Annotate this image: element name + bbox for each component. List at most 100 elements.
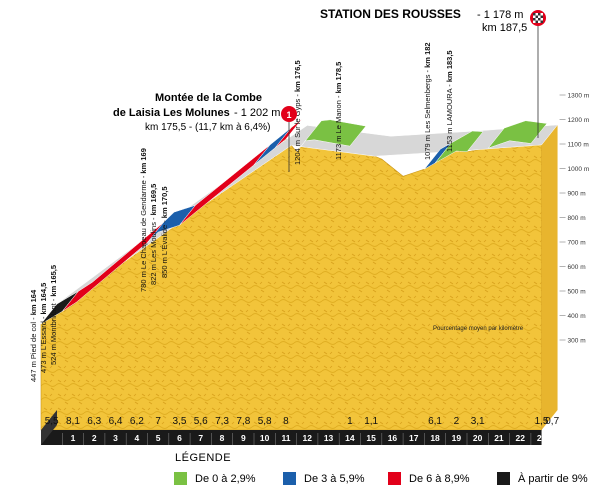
km-label: 9	[241, 433, 246, 443]
checker-square	[535, 20, 538, 23]
gradient-label: 3,1	[471, 416, 485, 427]
km-label: 14	[345, 433, 355, 443]
gradient-label: 6,4	[109, 416, 123, 427]
legend-label-green: De 0 à 2,9%	[195, 472, 256, 485]
checker-square	[540, 18, 543, 21]
place-label: 524 m Montbrillant - km 165,5	[49, 265, 58, 365]
km-label: 4	[134, 433, 139, 443]
place-label-km: km 178,5	[334, 62, 343, 94]
mountain-face	[40, 138, 542, 431]
legend-label-blue: De 3 à 5,9%	[304, 472, 365, 485]
place-label: 1204 m Sur le Gyps - km 176,5	[293, 60, 302, 165]
checker-square	[540, 13, 543, 16]
gradient-label: 5,8	[258, 416, 272, 427]
gradient-segment	[434, 130, 484, 164]
gradient-segment	[487, 120, 548, 149]
chart-labels: 300 m 400 m 500 m 600 m 700 m 800 m 900 m 1000 …	[29, 42, 589, 427]
place-label: 850 m L'Évalide - km 170,5	[160, 187, 169, 279]
legend-item-9-plus: À partir de 9%	[497, 472, 588, 485]
km-label: 23	[537, 433, 547, 443]
legend-label-red: De 6 à 8,9%	[409, 472, 470, 485]
gradient-label: 1,1	[364, 416, 378, 427]
checker-square	[533, 20, 536, 23]
y-tick-label: 1200 m	[568, 117, 590, 124]
y-tick-label: 1000 m	[568, 166, 590, 173]
checker-square	[538, 20, 541, 23]
gradient-label: 5,6	[194, 416, 208, 427]
km-label: 13	[324, 433, 334, 443]
y-tick-label: 1300 m	[568, 93, 590, 100]
legend-swatch-red	[388, 472, 401, 485]
checker-square	[535, 18, 538, 21]
place-label-km: km 165,5	[49, 265, 58, 297]
km-label: 19	[452, 433, 462, 443]
legend: LÉGENDE De 0 à 2,9% De 3 à 5,9% De 6 à 8…	[0, 448, 600, 503]
climb-title-line2: de Laisia Les Molunes	[113, 107, 230, 119]
checker-square	[535, 15, 538, 18]
y-tick-label: 700 m	[568, 240, 586, 247]
gradient-label: 1	[347, 416, 353, 427]
gradient-label: 1,5	[535, 416, 549, 427]
climb-details: km 175,5 - (11,7 km à 6,4%)	[145, 122, 270, 133]
checker-square	[538, 13, 541, 16]
km-label: 20	[473, 433, 483, 443]
slope-note: Pourcentage moyen par kilomètre	[433, 326, 524, 332]
legend-label-black: À partir de 9%	[518, 472, 588, 485]
km-label: 17	[409, 433, 419, 443]
gradient-label: 8,1	[66, 416, 80, 427]
place-label: 1079 m Les Selmenbergs - km 182	[423, 42, 432, 160]
km-label: 1	[71, 433, 76, 443]
km-label: 3	[113, 433, 118, 443]
place-label-km: km 164	[29, 289, 38, 315]
legend-item-6-8: De 6 à 8,9%	[388, 472, 470, 485]
place-label-km: km 176,5	[293, 60, 302, 92]
gradient-label: 3,5	[172, 416, 186, 427]
place-label-km: km 170,5	[160, 187, 169, 219]
checker-square	[535, 13, 538, 16]
gradient-label: 6,2	[130, 416, 144, 427]
km-strip-side	[41, 410, 57, 445]
km-strip	[41, 430, 542, 445]
climb-title-line1: Montée de la Combe	[155, 92, 262, 104]
km-label: 5	[156, 433, 161, 443]
km-label: 6	[177, 433, 182, 443]
km-label: 18	[430, 433, 440, 443]
place-label-km: km 183,5	[445, 50, 454, 82]
checker-square	[533, 18, 536, 21]
gradient-label: 7	[155, 416, 161, 427]
gradient-label: 7,3	[215, 416, 229, 427]
checker-square	[533, 15, 536, 18]
km-axis: 1 2 3 4 5 6 7 8 9 10 11 12 13 14 15 16 17 18 19 20 21 22 23	[41, 410, 547, 445]
legend-title: LÉGENDE	[175, 452, 232, 464]
km-label: 22	[516, 433, 526, 443]
gradient-segment	[296, 119, 367, 152]
place-label-km: km 169,5	[149, 184, 158, 216]
place-label: 1173 m Le Manon - km 178,5	[334, 62, 343, 160]
checker-square	[540, 15, 543, 18]
mountain-side	[541, 124, 558, 430]
checker-square	[533, 13, 536, 16]
place-label-km: km 169	[139, 148, 148, 173]
y-tick-label: 300 m	[568, 338, 586, 345]
km-label: 15	[366, 433, 376, 443]
legend-item-3-5: De 3 à 5,9%	[283, 472, 365, 485]
checker-square	[540, 20, 543, 23]
finish-name: STATION DES ROUSSES	[320, 7, 461, 21]
finish-km: km 187,5	[482, 22, 527, 34]
y-tick-label: 900 m	[568, 191, 586, 198]
legend-swatch-green	[174, 472, 187, 485]
gradient-label: 2	[454, 416, 460, 427]
svg-text:1: 1	[286, 110, 291, 120]
km-label: 11	[281, 433, 290, 443]
km-label: 10	[260, 433, 270, 443]
place-label: 473 m L'Essard - km 164,5	[39, 283, 48, 373]
gradient-label: 6,1	[428, 416, 442, 427]
km-label: 21	[494, 433, 504, 443]
legend-swatch-blue	[283, 472, 296, 485]
gradient-label: 8	[283, 416, 289, 427]
y-tick-label: 400 m	[568, 313, 586, 320]
place-label-km: km 182	[423, 42, 432, 67]
climb-altitude: - 1 202 m	[234, 107, 280, 119]
km-label: 7	[198, 433, 203, 443]
